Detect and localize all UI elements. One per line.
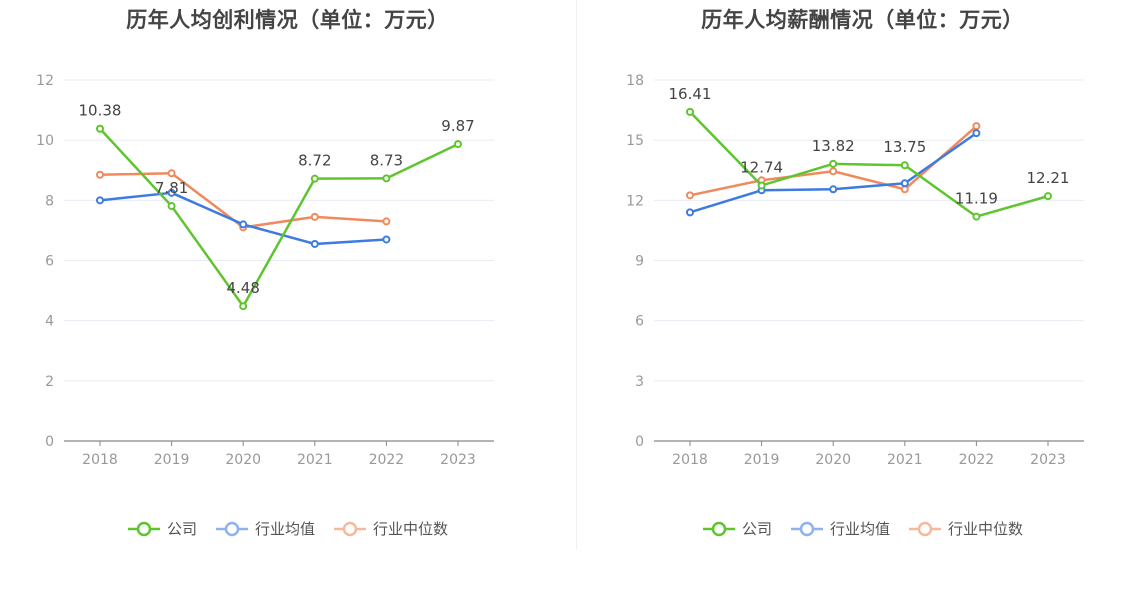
data-label: 7.81 [155, 179, 188, 197]
x-tick-label: 2022 [369, 452, 405, 468]
data-point-company [96, 124, 104, 133]
legend-label: 公司 [741, 520, 772, 538]
data-point-industry-median [972, 122, 981, 131]
chart-title: 历年人均创利情况（单位：万元） [126, 8, 449, 32]
data-label: 13.82 [812, 137, 855, 155]
data-point-industry-avg [382, 235, 391, 244]
data-point-company [829, 159, 838, 168]
data-label: 9.87 [441, 117, 474, 135]
data-label: 12.74 [740, 158, 783, 176]
y-tick-label: 0 [45, 434, 54, 450]
x-tick-label: 2018 [82, 452, 118, 468]
y-tick-label: 18 [626, 73, 644, 89]
x-tick-label: 2023 [440, 452, 476, 468]
y-tick-label: 15 [626, 133, 644, 149]
legend-label: 公司 [166, 520, 197, 538]
x-tick-label: 2021 [297, 452, 333, 468]
legend-label: 行业均值 [829, 520, 890, 538]
chart-legend: 公司 行业均值 行业中位数 [0, 518, 575, 540]
legend-company-icon [702, 521, 735, 537]
data-point-company [239, 302, 248, 311]
y-tick-label: 6 [45, 254, 54, 270]
panel-divider [576, 0, 577, 550]
data-label: 10.38 [79, 102, 122, 120]
x-tick-label: 2018 [672, 452, 708, 468]
data-point-company [900, 161, 909, 170]
y-tick-label: 0 [635, 434, 644, 450]
data-point-industry-avg [829, 185, 838, 194]
legend-company-icon [127, 521, 160, 537]
chart-title: 历年人均薪酬情况（单位：万元） [701, 8, 1024, 32]
data-label: 8.73 [370, 151, 403, 169]
y-tick-label: 12 [626, 193, 644, 209]
data-point-industry-median [686, 191, 694, 200]
y-tick-label: 12 [36, 73, 54, 89]
legend-item-industry-median[interactable]: 行业中位数 [908, 518, 1023, 540]
x-tick-label: 2019 [744, 452, 780, 468]
data-point-industry-median [382, 217, 391, 226]
data-point-industry-avg [972, 129, 981, 138]
data-point-industry-median [829, 167, 838, 176]
data-point-industry-avg [310, 239, 319, 248]
series-line-company [689, 111, 1049, 218]
legend-item-industry-avg[interactable]: 行业均值 [215, 518, 315, 540]
data-point-company [1044, 192, 1052, 201]
data-point-industry-avg [167, 188, 176, 197]
legend-industry-avg-icon [215, 521, 248, 537]
data-label: 11.19 [955, 190, 998, 208]
legend-industry-median-icon [909, 521, 941, 537]
y-tick-label: 3 [635, 374, 644, 390]
profit-line-chart: 0 2 4 6 8 10 12 2018 2019 2020 2021 2022 2023 10.38 7.… [36, 73, 494, 468]
legend-label: 行业中位数 [373, 520, 449, 538]
data-point-industry-avg [239, 220, 248, 229]
data-point-industry-median [310, 212, 319, 221]
data-point-company [167, 202, 176, 211]
data-point-industry-avg [686, 208, 694, 217]
legend-item-industry-avg[interactable]: 行业均值 [790, 518, 890, 540]
legend-item-industry-median[interactable]: 行业中位数 [333, 518, 448, 540]
data-point-industry-median [96, 170, 104, 179]
chart-legend: 公司 行业均值 行业中位数 [577, 518, 1148, 540]
y-tick-label: 6 [635, 314, 644, 330]
x-tick-label: 2023 [1030, 452, 1066, 468]
legend-label: 行业中位数 [948, 520, 1024, 538]
y-tick-label: 8 [45, 193, 54, 209]
profit-chart-panel: 历年人均创利情况（单位：万元） 0 2 4 6 8 10 12 2018 2019 2020 202… [0, 8, 575, 540]
data-point-industry-avg [96, 196, 104, 205]
data-label: 8.72 [298, 152, 331, 170]
x-tick-label: 2020 [815, 452, 851, 468]
x-tick-label: 2021 [887, 452, 923, 468]
data-point-company [382, 174, 391, 183]
legend-label: 行业均值 [254, 520, 315, 538]
data-point-company [454, 140, 462, 149]
y-tick-label: 9 [635, 254, 644, 270]
data-label: 16.41 [669, 85, 712, 103]
x-tick-label: 2022 [959, 452, 995, 468]
data-point-industry-median [167, 169, 176, 178]
data-point-company [972, 212, 981, 221]
y-tick-label: 4 [45, 314, 54, 330]
y-tick-label: 2 [45, 374, 54, 390]
legend-item-company[interactable]: 公司 [127, 518, 197, 540]
x-tick-label: 2020 [225, 452, 261, 468]
series-line-company [99, 127, 459, 308]
data-point-company [310, 174, 319, 183]
legend-industry-avg-icon [790, 521, 823, 537]
salary-line-chart: 0 3 6 9 12 15 18 2018 2019 2020 2021 2022 2023 16.41 1… [626, 73, 1084, 468]
data-label: 12.21 [1027, 169, 1070, 187]
data-label: 4.48 [226, 279, 259, 297]
x-tick-label: 2019 [154, 452, 190, 468]
data-label: 13.75 [883, 138, 926, 156]
legend-item-company[interactable]: 公司 [702, 518, 772, 540]
data-point-company [686, 107, 694, 116]
data-point-company [757, 181, 766, 190]
legend-industry-median-icon [334, 521, 366, 537]
salary-chart-panel: 历年人均薪酬情况（单位：万元） 0 3 6 9 12 15 18 2018 2019 2020 20… [577, 0, 1148, 589]
data-point-industry-avg [900, 179, 909, 188]
y-tick-label: 10 [36, 133, 54, 149]
